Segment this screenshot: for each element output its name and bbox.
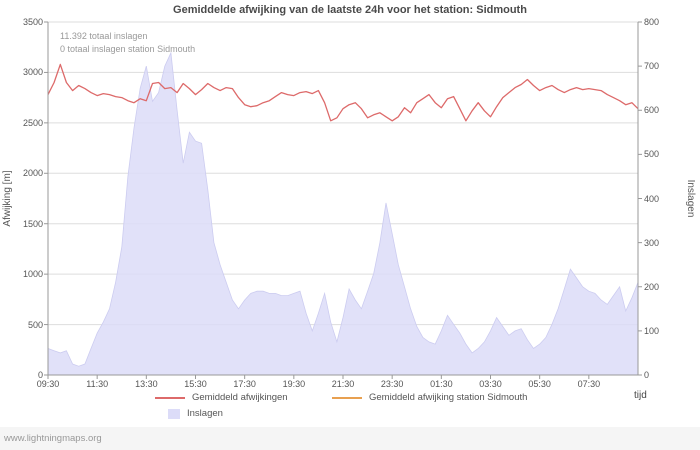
tick-label: 200 bbox=[644, 281, 660, 292]
tick-label: 3000 bbox=[22, 67, 43, 78]
chart-title: Gemiddelde afwijking van de laatste 24h … bbox=[173, 4, 527, 16]
tick-label: 11:30 bbox=[86, 379, 109, 389]
tick-label: 1000 bbox=[22, 269, 43, 280]
tick-label: 1500 bbox=[22, 218, 43, 229]
tick-label: 13:30 bbox=[135, 379, 158, 389]
legend-line-sample-orange bbox=[332, 396, 362, 399]
tick-label: 09:30 bbox=[36, 379, 60, 389]
annotation-total-strikes: 11.392 totaal inslagen bbox=[60, 31, 148, 41]
y-axis-left-ticks: 0 500 1000 1500 2000 2500 3000 3500 bbox=[0, 0, 43, 400]
footer-strip: www.lightningmaps.org bbox=[0, 427, 700, 450]
tick-label: 21:30 bbox=[331, 379, 355, 389]
y-axis-label-right: Inslagen bbox=[685, 179, 696, 218]
legend-item-inslagen: Inslagen bbox=[168, 408, 223, 419]
plot-area bbox=[44, 21, 642, 379]
legend-item-gemiddeld-afwijkingen: Gemiddeld afwijkingen bbox=[155, 392, 288, 403]
legend-label-gemiddeld-afwijkingen: Gemiddeld afwijkingen bbox=[192, 392, 288, 403]
tick-label: 3500 bbox=[22, 17, 43, 27]
tick-label: 03:30 bbox=[479, 379, 502, 389]
tick-label: 500 bbox=[644, 149, 660, 160]
tick-label: 2000 bbox=[22, 168, 43, 179]
tick-label: 800 bbox=[644, 17, 660, 27]
legend-item-station-sidmouth: Gemiddeld afwijking station Sidmouth bbox=[332, 392, 527, 403]
tick-label: 100 bbox=[644, 325, 660, 336]
y-axis-right-ticks: 0 100 200 300 400 500 600 700 800 bbox=[644, 0, 684, 400]
tick-label: 23:30 bbox=[380, 379, 404, 389]
legend-label-inslagen: Inslagen bbox=[187, 408, 223, 419]
tick-label: 400 bbox=[644, 193, 660, 204]
x-axis-label: tijd bbox=[634, 390, 647, 401]
tick-label: 700 bbox=[644, 61, 660, 72]
legend-label-station-sidmouth: Gemiddeld afwijking station Sidmouth bbox=[369, 392, 528, 403]
tick-label: 05:30 bbox=[528, 379, 551, 389]
tick-label: 0 bbox=[37, 370, 43, 380]
legend-line-sample-red bbox=[155, 396, 185, 399]
tick-label: 300 bbox=[644, 237, 660, 248]
tick-label: 17:30 bbox=[233, 379, 256, 389]
tick-label: 500 bbox=[27, 319, 43, 330]
tick-label: 0 bbox=[644, 370, 650, 380]
x-axis-ticks: 09:30 11:30 13:30 15:30 17:30 19:30 21:30 23:30… bbox=[0, 379, 700, 391]
watermark-link[interactable]: www.lightningmaps.org bbox=[4, 433, 102, 444]
tick-label: 19:30 bbox=[282, 379, 306, 389]
tick-label: 01:30 bbox=[430, 379, 453, 389]
legend-area-swatch bbox=[168, 408, 180, 419]
tick-label: 07:30 bbox=[577, 379, 601, 389]
annotation-station-strikes: 0 totaal inslagen station Sidmouth bbox=[60, 44, 196, 54]
tick-label: 15:30 bbox=[184, 379, 207, 389]
tick-label: 2500 bbox=[22, 117, 43, 128]
tick-label: 600 bbox=[644, 105, 660, 116]
